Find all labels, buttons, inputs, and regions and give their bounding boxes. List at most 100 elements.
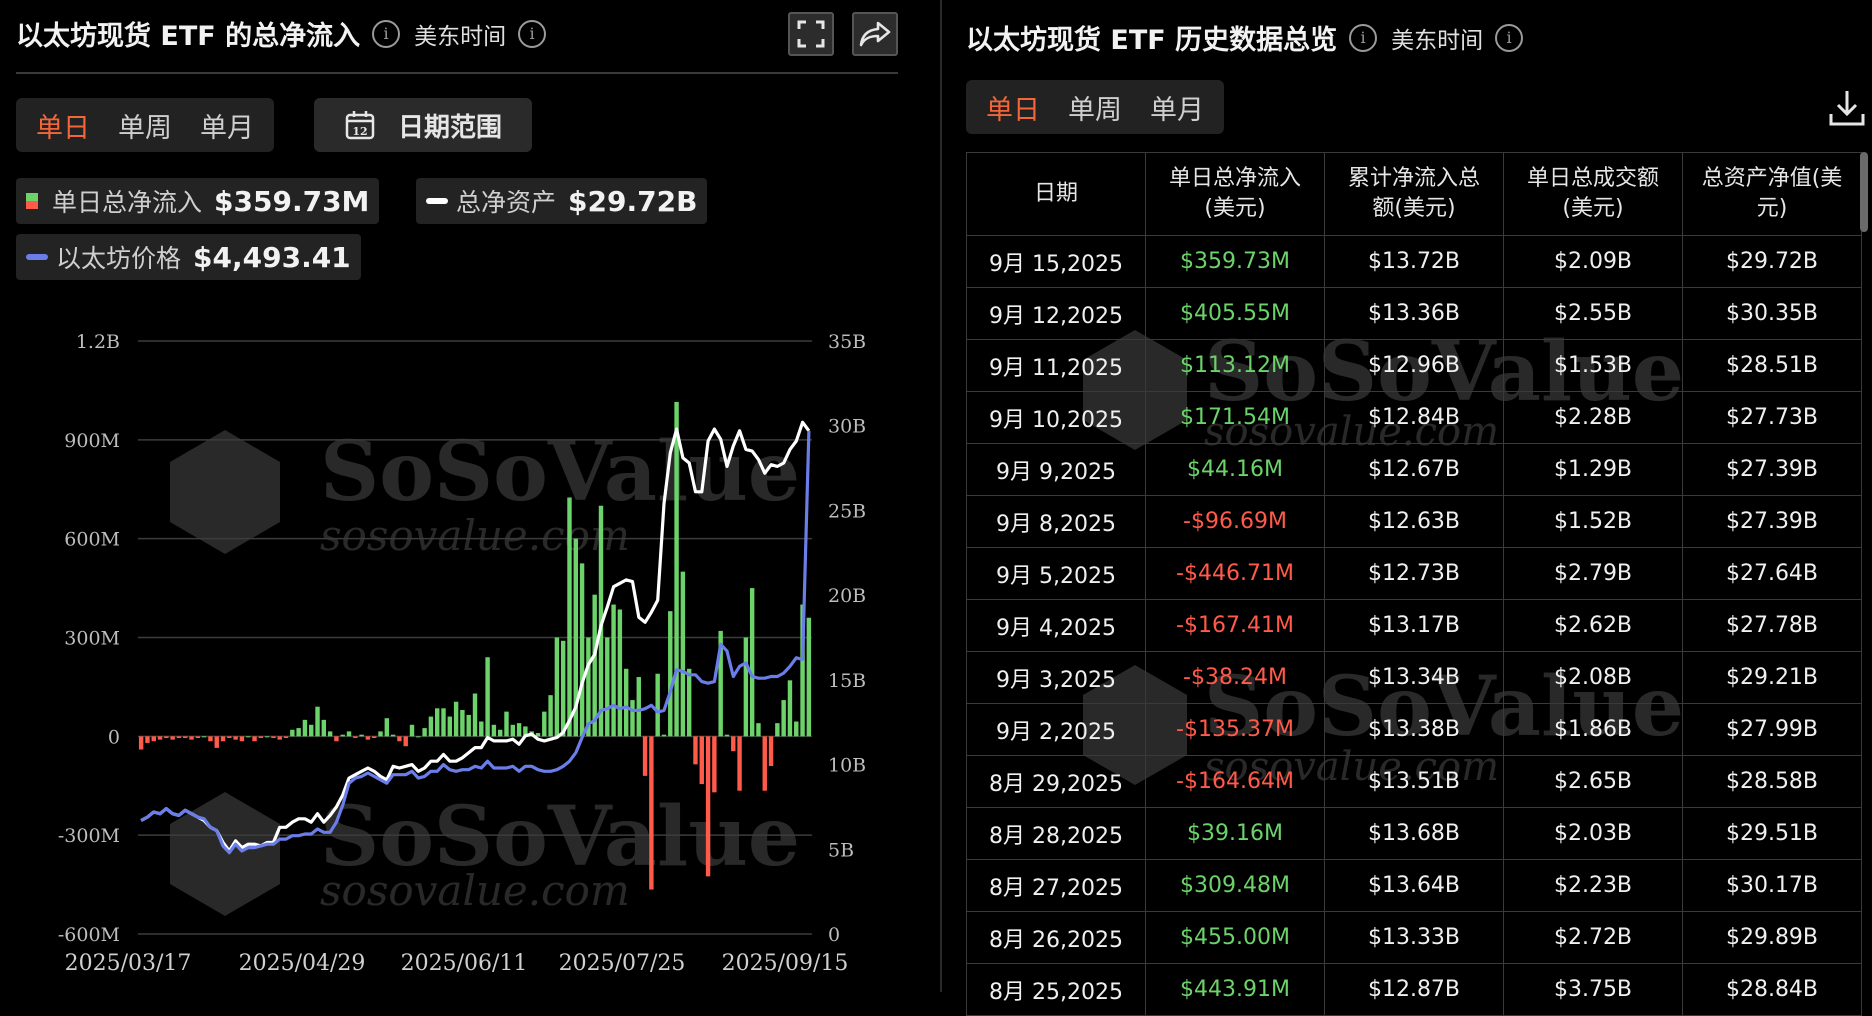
inflow-bar xyxy=(686,668,692,737)
inflow-bar xyxy=(504,711,509,737)
table-row[interactable]: 9月 10,2025 $171.54M $12.84B $2.28B $27.73B xyxy=(966,391,1862,444)
inflow-bar xyxy=(353,736,358,738)
tab-weekly[interactable]: 单周 xyxy=(1068,94,1122,126)
timezone-label: 美东时间 xyxy=(414,23,507,50)
inflow-bar xyxy=(560,640,566,737)
inflow-bar xyxy=(441,708,446,737)
share-button[interactable] xyxy=(852,12,898,56)
info-icon[interactable]: i xyxy=(372,19,401,48)
table-row[interactable]: 9月 2,2025 -$135.37M $13.38B $1.86B $27.99B xyxy=(966,703,1862,756)
table-row[interactable]: 9月 12,2025 $405.55M $13.36B $2.55B $30.35B xyxy=(966,287,1862,340)
column-header[interactable]: 单日总净流入 (美元) xyxy=(1145,152,1325,236)
panel-divider xyxy=(940,0,942,992)
table-row[interactable]: 9月 15,2025 $359.73M $13.72B $2.09B $29.72B xyxy=(966,235,1862,288)
legend-price[interactable]: 以太坊价格 $4,493.41 xyxy=(16,234,361,280)
cell-cum: $12.87B xyxy=(1324,963,1504,1016)
inflow-bar xyxy=(617,609,623,737)
timezone-info-icon[interactable]: i xyxy=(518,19,547,48)
cell-cum: $12.67B xyxy=(1324,443,1504,496)
cell-nav: $30.35B xyxy=(1682,287,1862,340)
right-axis-tick: 25B xyxy=(828,500,866,522)
inflow-bar xyxy=(189,736,194,740)
right-axis-tick: 20B xyxy=(828,585,866,607)
cell-date: 9月 10,2025 xyxy=(966,391,1146,444)
cell-inflow: $113.12M xyxy=(1145,339,1325,392)
inflow-bar xyxy=(227,736,232,738)
table-row[interactable]: 8月 25,2025 $443.91M $12.87B $3.75B $28.84B xyxy=(966,963,1862,1016)
tab-daily[interactable]: 单日 xyxy=(986,94,1040,126)
table-row[interactable]: 9月 8,2025 -$96.69M $12.63B $1.52B $27.39B xyxy=(966,495,1862,548)
cell-date: 9月 15,2025 xyxy=(966,235,1146,288)
table-row[interactable]: 9月 11,2025 $113.12M $12.96B $1.53B $28.51B xyxy=(966,339,1862,392)
inflow-bar xyxy=(302,719,308,737)
tab-daily[interactable]: 单日 xyxy=(36,112,90,144)
legend-assets[interactable]: 总净资产 $29.72B xyxy=(416,178,708,224)
inflow-bar xyxy=(460,709,465,737)
right-axis-tick: 5B xyxy=(828,839,854,861)
share-icon xyxy=(859,21,891,47)
table-row[interactable]: 9月 3,2025 -$38.24M $13.34B $2.08B $29.21B xyxy=(966,651,1862,704)
chart-title: 以太坊现货 ETF 的总净流入 xyxy=(16,21,361,52)
table-row[interactable]: 9月 9,2025 $44.16M $12.67B $1.29B $27.39B xyxy=(966,443,1862,496)
cell-cum: $13.33B xyxy=(1324,911,1504,964)
cell-cum: $12.63B xyxy=(1324,495,1504,548)
inflow-bar xyxy=(491,724,497,737)
inflow-bar xyxy=(756,723,761,737)
inflow-bar xyxy=(252,736,257,742)
cell-cum: $13.36B xyxy=(1324,287,1504,340)
inflow-bar xyxy=(636,677,641,737)
cell-vol: $2.62B xyxy=(1503,599,1683,652)
download-icon[interactable] xyxy=(1828,88,1866,128)
table-row[interactable]: 8月 26,2025 $455.00M $13.33B $2.72B $29.89B xyxy=(966,911,1862,964)
inflow-bar xyxy=(787,680,793,737)
cell-date: 9月 9,2025 xyxy=(966,443,1146,496)
inflow-bar xyxy=(737,736,742,791)
cell-cum: $12.84B xyxy=(1324,391,1504,444)
table-scrollbar[interactable] xyxy=(1860,152,1868,232)
table-row[interactable]: 8月 27,2025 $309.48M $13.64B $2.23B $30.17B xyxy=(966,859,1862,912)
column-header[interactable]: 累计净流入总 额(美元) xyxy=(1324,152,1504,236)
inflow-bar xyxy=(724,734,730,737)
timezone-info-icon[interactable]: i xyxy=(1495,23,1524,52)
column-header[interactable]: 单日总成交额 (美元) xyxy=(1503,152,1683,236)
watermark-brand: SoSoValue xyxy=(320,789,800,885)
tab-monthly[interactable]: 单月 xyxy=(200,112,254,144)
table-row[interactable]: 8月 28,2025 $39.16M $13.68B $2.03B $29.51B xyxy=(966,807,1862,860)
cell-vol: $1.53B xyxy=(1503,339,1683,392)
left-axis-tick: 0 xyxy=(108,726,120,748)
column-header-line1: 单日总净流入 xyxy=(1168,166,1301,191)
date-range-button[interactable]: 12 日期范围 xyxy=(314,98,533,152)
etf-inflow-panel: 以太坊现货 ETF 的总净流入 i 美东时间 i 单日 单周 单月 12 日期范… xyxy=(0,0,940,992)
tab-monthly[interactable]: 单月 xyxy=(1150,94,1204,126)
cell-vol: $2.65B xyxy=(1503,755,1683,808)
inflow-bar xyxy=(794,721,799,737)
cell-date: 9月 4,2025 xyxy=(966,599,1146,652)
cell-vol: $1.52B xyxy=(1503,495,1683,548)
table-title: 以太坊现货 ETF 历史数据总览 xyxy=(966,25,1338,56)
left-axis-tick: 1.2B xyxy=(76,331,120,353)
inflow-bar xyxy=(497,729,503,737)
info-icon[interactable]: i xyxy=(1349,23,1378,52)
column-header-line2: 元) xyxy=(1756,196,1788,221)
table-row[interactable]: 9月 5,2025 -$446.71M $12.73B $2.79B $27.64B xyxy=(966,547,1862,600)
table-row[interactable]: 8月 29,2025 -$164.64M $13.51B $2.65B $28.58B xyxy=(966,755,1862,808)
column-header[interactable]: 总资产净值(美 元) xyxy=(1682,152,1862,236)
column-header[interactable]: 日期 xyxy=(966,152,1146,236)
inflow-bar xyxy=(611,604,616,737)
inflow-bar xyxy=(674,401,679,737)
tab-weekly[interactable]: 单周 xyxy=(118,112,172,144)
bar-swatch-icon xyxy=(26,193,38,209)
cell-inflow: -$167.41M xyxy=(1145,599,1325,652)
cell-date: 9月 2,2025 xyxy=(966,703,1146,756)
legend-inflow-label: 单日总净流入 xyxy=(52,188,203,217)
cell-inflow: $359.73M xyxy=(1145,235,1325,288)
cell-date: 9月 11,2025 xyxy=(966,339,1146,392)
legend-inflow[interactable]: 单日总净流入 $359.73M xyxy=(16,178,380,224)
cell-cum: $13.38B xyxy=(1324,703,1504,756)
eth-price-line xyxy=(140,430,811,855)
table-row[interactable]: 9月 4,2025 -$167.41M $13.17B $2.62B $27.78B xyxy=(966,599,1862,652)
fullscreen-button[interactable] xyxy=(788,12,834,56)
watermark-logo-icon xyxy=(170,792,280,916)
inflow-bar xyxy=(435,708,440,737)
inflow-bar xyxy=(775,723,780,737)
